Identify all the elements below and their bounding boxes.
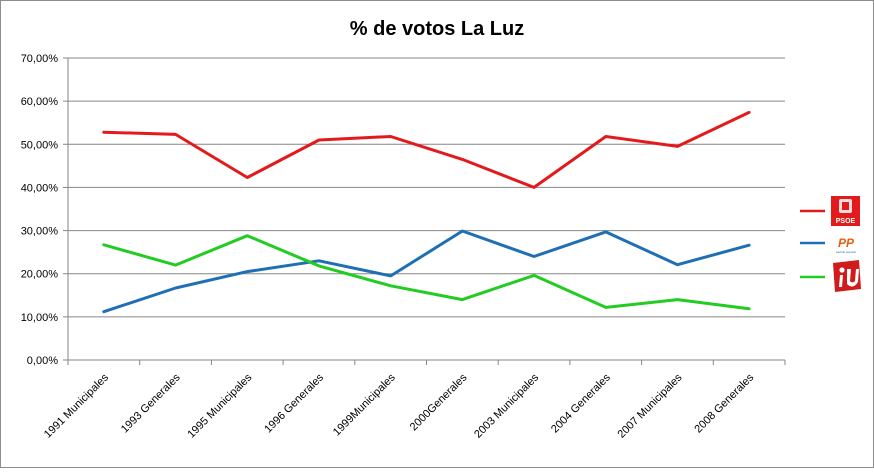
x-tick-label: 1995 Municipales	[185, 371, 254, 440]
y-tick-label: 0,00%	[27, 355, 58, 367]
y-tick-label: 50,00%	[21, 139, 59, 151]
x-tick-label: 2000Generales	[408, 371, 470, 433]
x-tick-label: 2004 Generales	[549, 371, 613, 435]
gridlines	[63, 57, 786, 365]
x-tick-label: 1991 Municipales	[42, 371, 111, 440]
x-axis-ticks: 1991 Municipales 1993 Generales 1995 Munic…	[42, 371, 757, 440]
y-tick-label: 30,00%	[21, 226, 59, 238]
x-tick-label: 1999Municipales	[331, 371, 398, 438]
x-tick-label: 1993 Generales	[119, 371, 183, 435]
y-tick-label: 20,00%	[21, 269, 59, 281]
series-line-psoe	[102, 110, 751, 189]
psoe-logo-icon: PSOE	[831, 196, 860, 226]
y-tick-label: 40,00%	[21, 182, 59, 194]
x-tick-label: 2007 Municipales	[616, 371, 685, 440]
series-line-iu	[102, 234, 751, 311]
pp-logo-text: PP	[838, 236, 855, 250]
pp-logo-subtext: partido popular	[836, 250, 856, 254]
y-tick-label: 10,00%	[21, 312, 59, 324]
y-tick-label: 70,00%	[21, 53, 59, 65]
legend: PSOE PP partido popular	[800, 196, 861, 292]
series-line-pp	[102, 229, 751, 314]
y-tick-label: 60,00%	[21, 96, 59, 108]
y-axis-ticks: 0,00% 10,00% 20,00% 30,00% 40,00% 50,00% 60,00…	[21, 53, 59, 367]
x-tick-label: 2003 Municipales	[472, 371, 541, 440]
iu-logo-icon	[833, 260, 861, 292]
x-tick-label: 2008 Generales	[692, 371, 756, 435]
chart-title: % de votos La Luz	[350, 18, 524, 40]
psoe-logo-text: PSOE	[836, 218, 856, 225]
series-lines	[102, 110, 751, 314]
x-tick-label: 1996 Generales	[262, 371, 326, 435]
pp-logo-icon: PP partido popular	[836, 236, 856, 254]
